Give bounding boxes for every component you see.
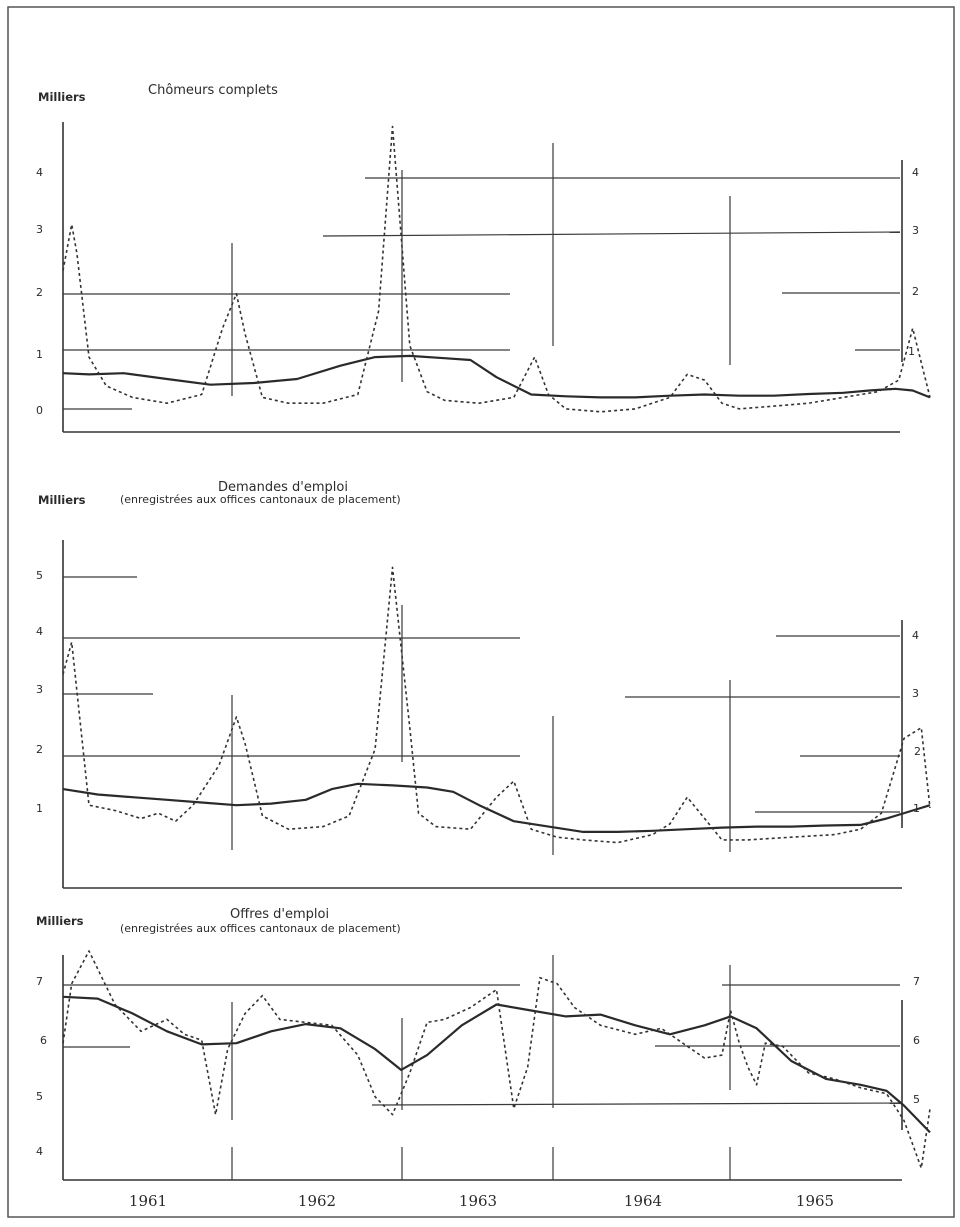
tick-label: 1 [36,348,43,361]
panel-2-guide-lines [63,576,900,855]
tick-label: 5 [36,569,43,582]
panel-1-left-tick-labels: 0 1 2 3 4 [36,166,43,417]
panel-2-subtitle: (enregistrées aux offices cantonaux de p… [120,493,401,506]
series-line-trend-solid [62,995,931,1134]
year-label-1965: 1965 [796,1192,834,1210]
tick-label: 3 [912,687,919,700]
tick-label: 7 [913,975,920,988]
panel-2-left-tick-labels: 1 2 3 4 5 [36,569,43,815]
year-label-1964: 1964 [624,1192,662,1210]
panel-3-right-tick-labels: 5 6 7 [913,975,920,1106]
year-label-1962: 1962 [298,1192,336,1210]
tick-label: 6 [40,1034,47,1047]
tick-label: 5 [913,1093,920,1106]
tick-label: 2 [912,285,919,298]
tick-label: 4 [36,625,43,638]
tick-label: 2 [36,743,43,756]
panel-3-guide-lines [63,955,901,1180]
panel-3-title: Offres d'emploi [230,907,329,922]
tick-label: 4 [36,1145,43,1158]
tick-label: 3 [912,224,919,237]
panel-1-guide-lines [63,143,901,410]
panel-offres-emploi: Milliers Offres d'emploi (enregistrées a… [36,907,931,1181]
tick-label: 4 [912,166,919,179]
tick-label: 1 [36,802,43,815]
panel-3-subtitle: (enregistrées aux offices cantonaux de p… [120,922,401,935]
panel-2-series [62,566,931,844]
panel-demandes-emploi: Demandes d'emploi Milliers (enregistrées… [36,480,931,889]
tick-label: 5 [36,1090,43,1103]
panel-1-right-tick-labels: 1 2 3 4 [908,166,919,358]
tick-label: 4 [36,166,43,179]
panel-2-title: Demandes d'emploi [218,480,348,495]
guide-line [371,1102,901,1106]
panel-chomeurs-complets: Milliers Chômeurs complets 0 1 2 3 4 1 2… [36,83,931,433]
tick-label: 4 [912,629,919,642]
panel-2-unit-label: Milliers [38,493,86,507]
panel-3-unit-label: Milliers [36,914,84,928]
series-line-trend-solid [62,782,931,834]
year-axis-labels: 1961 1962 1963 1964 1965 [129,1192,834,1210]
panel-2-right-tick-labels: 1 2 3 4 [912,629,921,815]
series-line-monthly-dashed [62,125,931,413]
series-line-trend-solid [62,354,931,399]
panel-1-unit-label: Milliers [38,90,86,104]
tick-label: 3 [36,223,43,236]
guide-line [322,231,901,237]
tick-label: 1 [908,345,915,358]
figure-frame [7,6,955,1218]
tick-label: 0 [36,404,43,417]
year-label-1963: 1963 [459,1192,497,1210]
tick-label: 3 [36,683,43,696]
tick-label: 6 [913,1034,920,1047]
panel-3-series [62,950,931,1169]
panel-1-title: Chômeurs complets [148,83,278,98]
year-label-1961: 1961 [129,1192,167,1210]
series-line-monthly-dashed [62,950,931,1169]
tick-label: 2 [914,745,921,758]
tick-label: 7 [36,975,43,988]
panel-3-left-tick-labels: 4 5 6 7 [36,975,47,1158]
panel-1-series [62,125,931,413]
tick-label: 2 [36,286,43,299]
